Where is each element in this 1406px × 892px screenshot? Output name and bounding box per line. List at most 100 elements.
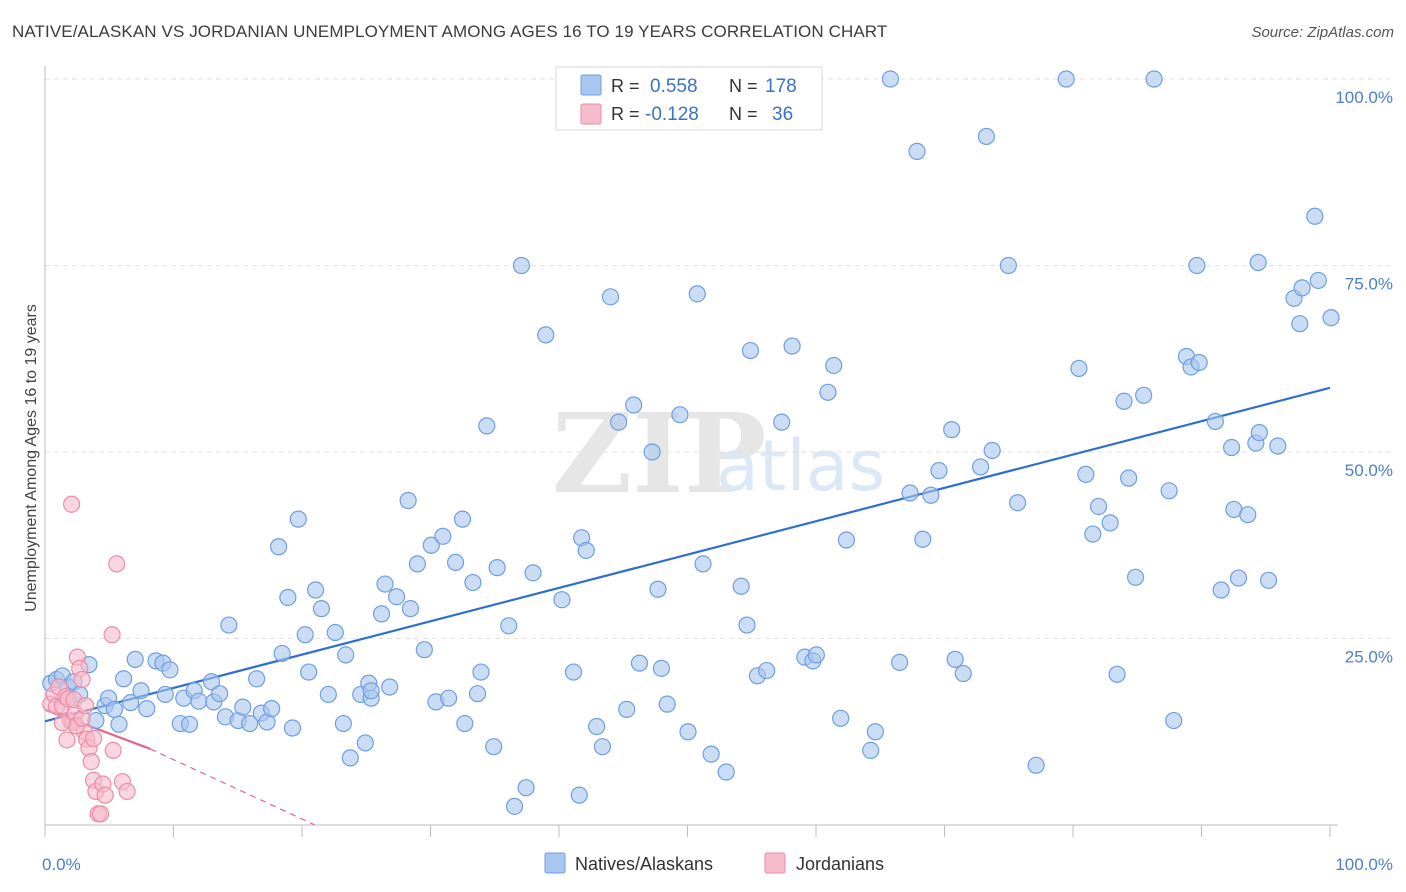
jordanian-point	[103, 626, 121, 644]
native-point	[399, 491, 417, 510]
native-point	[1070, 359, 1088, 378]
native-point	[1101, 514, 1119, 532]
native-point	[180, 715, 199, 733]
data-points	[42, 70, 1340, 823]
native-point	[270, 538, 288, 556]
jordanian-point	[76, 697, 95, 715]
native-point	[593, 738, 612, 756]
bottom-legend-label-jordanians: Jordanians	[796, 854, 884, 874]
axes: 25.0% 50.0% 75.0% 100.0% 0.0% 100.0%	[42, 66, 1393, 874]
native-point	[658, 695, 676, 713]
native-point	[161, 661, 179, 679]
native-point	[1057, 70, 1075, 88]
native-point	[954, 664, 972, 683]
native-point	[1222, 438, 1241, 457]
native-point	[1108, 665, 1126, 683]
native-point	[1212, 581, 1230, 599]
jordanian-point	[62, 495, 81, 513]
native-point	[537, 326, 555, 344]
native-point	[300, 663, 318, 681]
native-point	[1250, 424, 1268, 442]
native-point	[773, 413, 791, 431]
y-tick-label: 50.0%	[1345, 461, 1393, 480]
legend-r-value-jordanians: -0.128	[645, 104, 699, 125]
native-point	[601, 288, 620, 306]
legend-r-label-jordanians: R =	[611, 104, 640, 124]
native-point	[652, 659, 671, 677]
native-point	[485, 738, 503, 756]
y-axis-label: Unemployment Among Ages 16 to 19 years	[23, 304, 40, 612]
native-point	[488, 559, 506, 577]
native-point	[524, 564, 542, 582]
native-point	[819, 383, 837, 401]
y-tick-label: 75.0%	[1345, 275, 1393, 294]
bottom-legend-swatch-natives	[544, 852, 566, 874]
native-point	[337, 646, 355, 664]
native-point	[758, 661, 776, 680]
native-point	[679, 723, 697, 741]
native-point	[807, 646, 825, 664]
trend-line-jordanians-extension	[150, 748, 316, 826]
native-point	[741, 341, 760, 360]
native-point	[422, 536, 440, 554]
native-point	[1269, 437, 1287, 455]
native-point	[866, 723, 884, 741]
legend-r-value-natives: 0.558	[650, 76, 698, 97]
legend-n-label-natives: N =	[729, 76, 758, 96]
native-point	[914, 530, 932, 548]
native-point	[1027, 756, 1045, 774]
native-point	[702, 745, 720, 763]
legend-n-label-jordanians: N =	[729, 104, 758, 124]
jordanian-point	[104, 741, 122, 760]
native-point	[891, 653, 909, 671]
native-point	[1160, 482, 1178, 500]
jordanian-point	[96, 786, 114, 804]
native-point	[415, 641, 433, 659]
native-point	[553, 591, 571, 609]
y-tick-label: 100.0%	[1335, 88, 1393, 107]
native-point	[1120, 469, 1138, 487]
native-point	[837, 531, 856, 549]
native-point	[943, 421, 961, 439]
native-point	[387, 588, 406, 606]
native-point	[1291, 315, 1309, 333]
native-point	[464, 573, 482, 592]
native-point	[649, 580, 667, 598]
native-point	[263, 700, 281, 718]
jordanian-point	[91, 805, 110, 823]
native-point	[319, 685, 337, 704]
legend-swatch-natives	[580, 74, 602, 96]
native-point	[630, 654, 649, 672]
native-point	[694, 555, 712, 573]
native-point	[1084, 525, 1102, 543]
native-point	[1322, 309, 1340, 327]
jordanian-point	[58, 731, 76, 749]
native-point	[1239, 506, 1257, 524]
native-point	[434, 527, 452, 545]
native-point	[372, 605, 391, 623]
legend-r-label-natives: R =	[611, 76, 640, 96]
native-point	[220, 616, 238, 634]
native-point	[1126, 568, 1145, 586]
stats-legend: R = 0.558 N = 178 R = -0.128 N = 36	[555, 66, 823, 131]
legend-n-value-natives: 178	[765, 76, 797, 97]
native-point	[1206, 412, 1224, 431]
legend-swatch-jordanians	[580, 103, 602, 125]
native-point	[505, 797, 524, 815]
native-point	[202, 673, 221, 691]
native-point	[717, 763, 735, 781]
native-point	[922, 486, 940, 504]
native-point	[115, 670, 133, 688]
native-point	[356, 734, 374, 752]
native-point	[1009, 494, 1027, 512]
native-point	[1135, 386, 1153, 404]
native-point	[234, 698, 252, 716]
native-point	[738, 616, 756, 634]
native-point	[326, 623, 344, 642]
native-point	[1229, 569, 1248, 587]
jordanian-point	[118, 782, 136, 801]
native-point	[1115, 392, 1133, 410]
native-point	[1306, 207, 1324, 225]
native-point	[472, 663, 490, 681]
native-point	[211, 685, 229, 703]
